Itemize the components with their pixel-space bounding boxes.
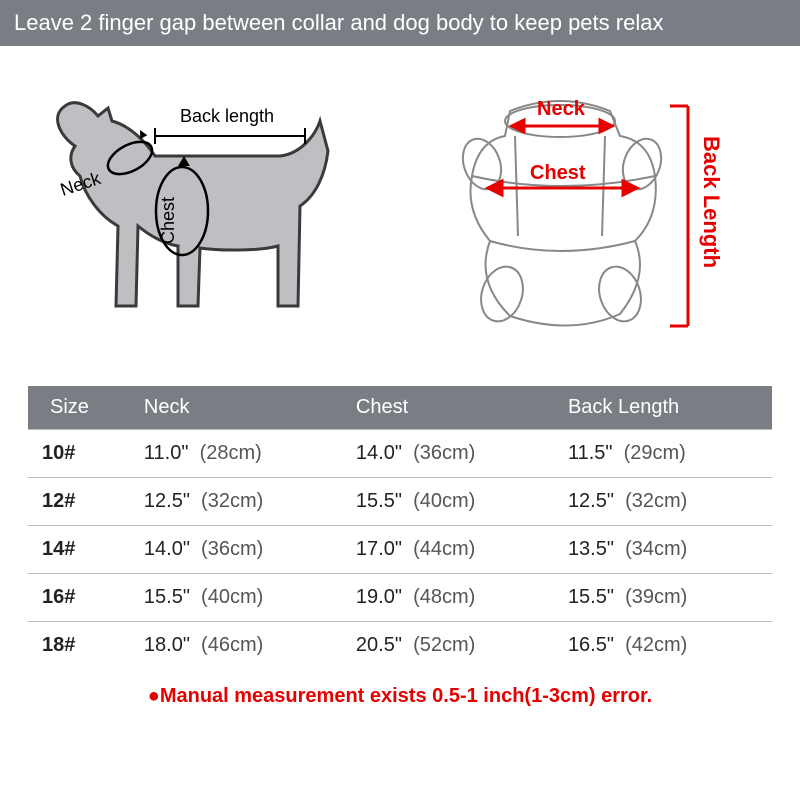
- cell-back: 15.5" (39cm): [560, 574, 772, 622]
- back-length-label: Back length: [180, 106, 274, 127]
- size-table: Size Neck Chest Back Length 10#11.0" (28…: [28, 386, 772, 669]
- cell-back: 13.5" (34cm): [560, 526, 772, 574]
- jacket-back-length-label: Back Length: [698, 136, 724, 268]
- cell-neck: 18.0" (46cm): [136, 622, 348, 670]
- cell-size: 16#: [28, 574, 136, 622]
- cell-neck: 15.5" (40cm): [136, 574, 348, 622]
- cell-chest: 19.0" (48cm): [348, 574, 560, 622]
- cell-chest: 14.0" (36cm): [348, 430, 560, 478]
- col-size: Size: [28, 386, 136, 430]
- table-row: 18#18.0" (46cm)20.5" (52cm)16.5" (42cm): [28, 622, 772, 670]
- col-neck: Neck: [136, 386, 348, 430]
- table-row: 10#11.0" (28cm)14.0" (36cm)11.5" (29cm): [28, 430, 772, 478]
- table-row: 16#15.5" (40cm)19.0" (48cm)15.5" (39cm): [28, 574, 772, 622]
- jacket-sketch-svg: [420, 76, 740, 376]
- cell-chest: 17.0" (44cm): [348, 526, 560, 574]
- dog-diagram: Back length Neck Chest: [20, 76, 380, 381]
- cell-chest: 20.5" (52cm): [348, 622, 560, 670]
- size-table-wrap: Size Neck Chest Back Length 10#11.0" (28…: [0, 386, 800, 669]
- cell-size: 10#: [28, 430, 136, 478]
- cell-neck: 11.0" (28cm): [136, 430, 348, 478]
- banner-text: Leave 2 finger gap between collar and do…: [14, 10, 663, 35]
- table-row: 14#14.0" (36cm)17.0" (44cm)13.5" (34cm): [28, 526, 772, 574]
- footer-note: ●Manual measurement exists 0.5-1 inch(1-…: [0, 685, 800, 708]
- col-back: Back Length: [560, 386, 772, 430]
- table-header-row: Size Neck Chest Back Length: [28, 386, 772, 430]
- cell-chest: 15.5" (40cm): [348, 478, 560, 526]
- cell-back: 11.5" (29cm): [560, 430, 772, 478]
- col-chest: Chest: [348, 386, 560, 430]
- cell-neck: 12.5" (32cm): [136, 478, 348, 526]
- jacket-chest-label: Chest: [530, 162, 586, 185]
- jacket-diagram: Neck Chest Back Length: [420, 76, 740, 381]
- cell-back: 12.5" (32cm): [560, 478, 772, 526]
- cell-size: 14#: [28, 526, 136, 574]
- cell-size: 12#: [28, 478, 136, 526]
- cell-size: 18#: [28, 622, 136, 670]
- jacket-neck-label: Neck: [537, 98, 585, 121]
- instruction-banner: Leave 2 finger gap between collar and do…: [0, 0, 800, 46]
- chest-label: Chest: [158, 197, 179, 244]
- cell-neck: 14.0" (36cm): [136, 526, 348, 574]
- table-row: 12#12.5" (32cm)15.5" (40cm)12.5" (32cm): [28, 478, 772, 526]
- cell-back: 16.5" (42cm): [560, 622, 772, 670]
- diagram-area: Back length Neck Chest: [0, 46, 800, 386]
